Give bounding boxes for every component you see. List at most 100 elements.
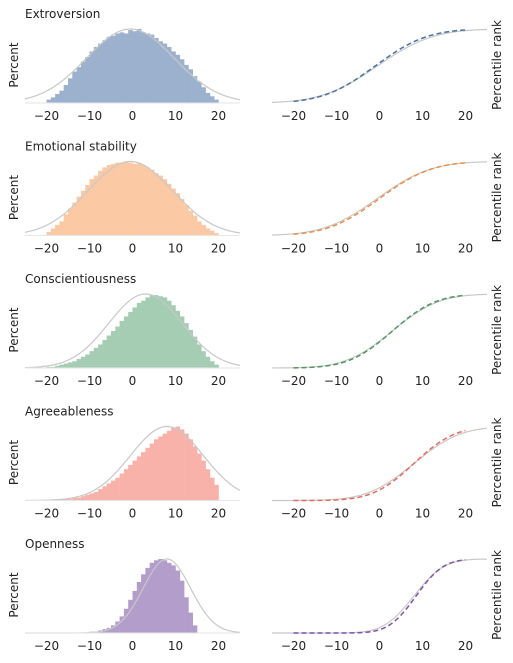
x-tick-label-right: 20 bbox=[458, 374, 473, 388]
histogram-bar bbox=[132, 163, 138, 236]
x-tick-label-right: 20 bbox=[458, 242, 473, 256]
chart-panel-4: Agreeableness Percent Percentile rank −20 −2… bbox=[7, 405, 504, 521]
histogram-bar bbox=[145, 297, 150, 368]
histogram-bar bbox=[72, 497, 77, 501]
histogram-bar bbox=[201, 224, 206, 236]
y-axis-label: Percent bbox=[7, 572, 21, 617]
normal-fit-curve bbox=[25, 425, 241, 502]
histogram-bar bbox=[149, 295, 155, 368]
histogram-bar bbox=[184, 204, 189, 236]
histogram-bar bbox=[209, 230, 215, 236]
x-tick-label: 0 bbox=[129, 242, 137, 256]
histogram-bar bbox=[59, 221, 64, 236]
histogram-bar bbox=[123, 33, 129, 103]
x-tick-label-right: 0 bbox=[376, 639, 384, 653]
histogram-bar bbox=[171, 427, 176, 501]
chart-panel-2: Emotional stability Percent Percentile ran… bbox=[7, 140, 504, 256]
histogram-bar bbox=[179, 429, 185, 501]
histogram-bar bbox=[98, 344, 103, 368]
histogram-bar bbox=[192, 215, 198, 236]
histogram-bar bbox=[162, 433, 168, 501]
histogram-bar bbox=[93, 46, 99, 103]
x-tick-label-right: 0 bbox=[376, 109, 384, 123]
histogram-bar bbox=[123, 608, 129, 633]
histogram-bar bbox=[106, 36, 112, 104]
histogram-bar bbox=[85, 184, 90, 236]
x-tick-label-right: 10 bbox=[415, 242, 430, 256]
histogram-bar bbox=[102, 339, 107, 368]
histogram-bar bbox=[123, 316, 129, 368]
histogram-bar bbox=[136, 29, 142, 103]
x-tick-label: 0 bbox=[129, 374, 137, 388]
histogram-bar bbox=[154, 295, 159, 368]
histogram-bar bbox=[72, 202, 77, 236]
histogram-bar bbox=[46, 366, 52, 368]
histogram-bar bbox=[175, 310, 181, 368]
histogram-bar bbox=[50, 366, 56, 368]
histogram-bar bbox=[162, 297, 168, 368]
x-tick-label: 20 bbox=[211, 109, 226, 123]
x-tick-label: −20 bbox=[34, 507, 59, 521]
histogram-bar bbox=[132, 31, 138, 103]
histogram-bar bbox=[179, 580, 185, 633]
histogram-bar bbox=[76, 359, 82, 368]
histogram-bar bbox=[80, 190, 86, 236]
x-tick-label: 10 bbox=[168, 507, 183, 521]
histogram-bar bbox=[68, 499, 73, 501]
normal-fit-curve bbox=[24, 160, 241, 234]
y-axis-label-right: Percentile rank bbox=[490, 285, 504, 375]
histogram-bar bbox=[76, 497, 82, 501]
histogram-bar bbox=[85, 57, 90, 103]
histogram-bar bbox=[166, 46, 172, 103]
histogram-bar bbox=[154, 173, 159, 236]
histogram-bar bbox=[175, 426, 181, 501]
histogram-bar bbox=[63, 214, 69, 236]
histogram-bar bbox=[115, 621, 120, 633]
histogram-bar bbox=[63, 499, 69, 501]
histogram-bar bbox=[205, 92, 211, 103]
percentile-rank-curve bbox=[293, 429, 466, 502]
histogram-bar bbox=[59, 364, 64, 368]
histogram-bar bbox=[197, 221, 202, 236]
x-tick-label-right: 10 bbox=[415, 109, 430, 123]
histogram-bar bbox=[166, 183, 172, 236]
x-tick-label-right: −20 bbox=[281, 242, 306, 256]
x-tick-label-right: 0 bbox=[376, 507, 384, 521]
normal-cdf-curve bbox=[272, 293, 488, 369]
histogram-bar bbox=[166, 300, 172, 368]
histogram-bar bbox=[154, 560, 159, 633]
histogram-bar bbox=[188, 329, 193, 368]
histogram-bar bbox=[115, 162, 120, 236]
x-tick-label-right: −20 bbox=[281, 374, 306, 388]
histogram-bar bbox=[197, 344, 202, 368]
histogram-bar bbox=[106, 335, 112, 368]
normal-cdf-curve bbox=[271, 28, 488, 103]
chart-panel-3: Conscientiousness Percent Percentile rank −… bbox=[7, 272, 504, 388]
histogram-bar bbox=[141, 300, 146, 368]
x-tick-label: 10 bbox=[168, 374, 183, 388]
histogram-bar bbox=[119, 162, 125, 236]
histogram-bar bbox=[85, 494, 90, 501]
x-tick-label: −10 bbox=[77, 242, 102, 256]
histogram-bar bbox=[119, 616, 125, 633]
histogram-bar bbox=[119, 473, 125, 501]
histogram-bar bbox=[93, 347, 99, 368]
histogram-bar bbox=[72, 71, 77, 103]
x-tick-label: −10 bbox=[77, 639, 102, 653]
normal-cdf-curve bbox=[272, 427, 488, 502]
histogram-bar bbox=[136, 302, 142, 368]
chart-title: Agreeableness bbox=[25, 405, 113, 419]
histogram-bar bbox=[98, 170, 103, 236]
histogram-bar bbox=[188, 69, 193, 103]
x-tick-label-right: −20 bbox=[281, 109, 306, 123]
histogram-bar bbox=[188, 439, 193, 501]
histogram-bar bbox=[149, 443, 155, 501]
histogram-bar bbox=[80, 61, 86, 103]
histogram-bar bbox=[145, 33, 150, 103]
x-tick-label: −10 bbox=[77, 374, 102, 388]
histogram-bar bbox=[145, 567, 150, 633]
histogram-bar bbox=[68, 208, 73, 236]
histogram-bar bbox=[119, 32, 125, 104]
percentile-rank-curve bbox=[293, 162, 466, 235]
